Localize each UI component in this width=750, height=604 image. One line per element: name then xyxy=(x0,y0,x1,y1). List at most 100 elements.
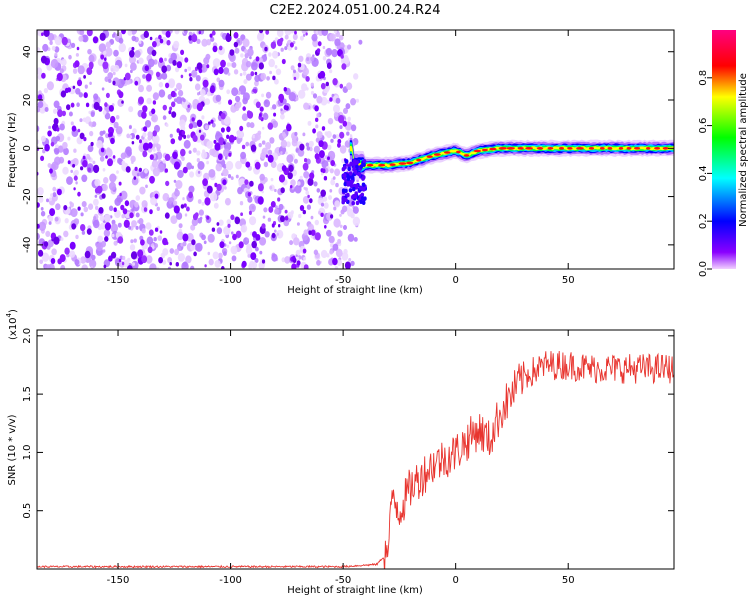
noise-speck xyxy=(230,214,235,221)
noise-speck xyxy=(344,261,351,269)
noise-speck xyxy=(322,56,327,61)
noise-speck xyxy=(278,203,284,211)
noise-speck xyxy=(43,241,49,247)
x-tick-label: -150 xyxy=(107,275,130,286)
noise-speck xyxy=(75,88,81,95)
y-tick-label: 0 xyxy=(22,145,33,151)
noise-speck xyxy=(304,187,308,191)
noise-speck xyxy=(274,78,279,85)
noise-speck xyxy=(310,56,315,62)
noise-speck xyxy=(152,148,156,152)
noise-speck xyxy=(49,168,53,174)
noise-speck xyxy=(149,209,153,215)
noise-speck xyxy=(47,163,52,168)
noise-speck xyxy=(254,74,261,83)
noise-speck xyxy=(64,247,70,255)
noise-speck xyxy=(182,241,187,247)
noise-speck xyxy=(68,111,73,117)
noise-speck xyxy=(309,198,313,204)
noise-speck xyxy=(223,141,226,145)
noise-speck xyxy=(77,191,81,197)
noise-speck xyxy=(203,240,207,245)
noise-speck xyxy=(88,61,94,69)
noise-speck xyxy=(131,168,139,178)
noise-speck xyxy=(94,194,98,198)
noise-speck xyxy=(337,238,342,244)
ridge-edge-speck xyxy=(341,200,346,205)
noise-speck xyxy=(117,222,122,228)
noise-speck xyxy=(133,176,137,180)
noise-speck xyxy=(180,204,185,209)
noise-speck xyxy=(126,265,133,269)
noise-speck xyxy=(284,256,291,264)
noise-speck xyxy=(60,264,66,269)
noise-speck xyxy=(308,140,314,148)
noise-speck xyxy=(318,210,322,215)
noise-speck xyxy=(206,160,210,165)
noise-speck xyxy=(352,216,361,226)
noise-speck xyxy=(254,132,261,141)
noise-speck xyxy=(31,165,35,170)
noise-speck xyxy=(316,188,321,193)
noise-speck xyxy=(287,211,294,219)
ridge-edge-speck xyxy=(361,200,366,205)
noise-speck xyxy=(353,73,359,80)
noise-speck xyxy=(83,75,86,79)
noise-speck xyxy=(329,168,334,174)
noise-speck xyxy=(53,117,59,125)
noise-speck xyxy=(63,147,69,156)
ridge-peak xyxy=(662,147,669,150)
noise-speck xyxy=(328,195,332,200)
noise-speck xyxy=(218,219,224,226)
noise-speck xyxy=(305,87,309,91)
noise-speck xyxy=(291,263,297,269)
noise-speck xyxy=(108,78,112,83)
noise-speck xyxy=(313,181,318,187)
noise-speck xyxy=(112,33,116,38)
noise-speck xyxy=(244,179,249,186)
noise-speck xyxy=(231,255,237,262)
noise-speck xyxy=(299,205,305,211)
noise-speck xyxy=(73,175,78,181)
noise-speck xyxy=(67,87,72,93)
noise-speck xyxy=(280,108,283,112)
noise-speck xyxy=(84,250,91,259)
noise-speck xyxy=(234,216,241,225)
noise-speck xyxy=(333,104,340,113)
noise-speck xyxy=(228,134,235,143)
noise-speck xyxy=(333,30,338,34)
noise-speck xyxy=(215,94,222,102)
noise-speck xyxy=(69,241,76,250)
snr-multiplier: (x104) xyxy=(5,309,19,340)
noise-speck xyxy=(115,126,123,135)
noise-speck xyxy=(48,125,51,130)
noise-speck xyxy=(311,33,318,42)
colorbar-tick-label: 0.0 xyxy=(698,261,709,277)
noise-speck xyxy=(338,34,344,41)
noise-speck xyxy=(235,174,239,179)
noise-speck xyxy=(249,216,257,226)
ridge-peak xyxy=(406,161,414,165)
noise-speck xyxy=(293,76,297,81)
noise-speck xyxy=(43,88,49,94)
noise-speck xyxy=(196,62,203,70)
noise-speck xyxy=(220,127,225,133)
noise-speck xyxy=(146,84,153,92)
noise-speck xyxy=(184,68,188,73)
noise-speck xyxy=(120,79,126,85)
noise-speck xyxy=(191,165,194,170)
x-tick-label: -50 xyxy=(335,275,351,286)
ridge-peak xyxy=(576,147,584,150)
x-tick-label: -50 xyxy=(335,575,351,586)
noise-speck xyxy=(310,215,314,220)
noise-speck xyxy=(218,66,224,75)
noise-speck xyxy=(322,45,326,50)
noise-speck xyxy=(298,89,306,99)
noise-speck xyxy=(44,107,49,112)
noise-speck xyxy=(49,208,56,217)
noise-speck xyxy=(283,105,288,110)
noise-speck xyxy=(136,173,140,177)
noise-speck xyxy=(247,253,251,258)
noise-speck xyxy=(176,61,182,69)
noise-speck xyxy=(96,140,103,149)
